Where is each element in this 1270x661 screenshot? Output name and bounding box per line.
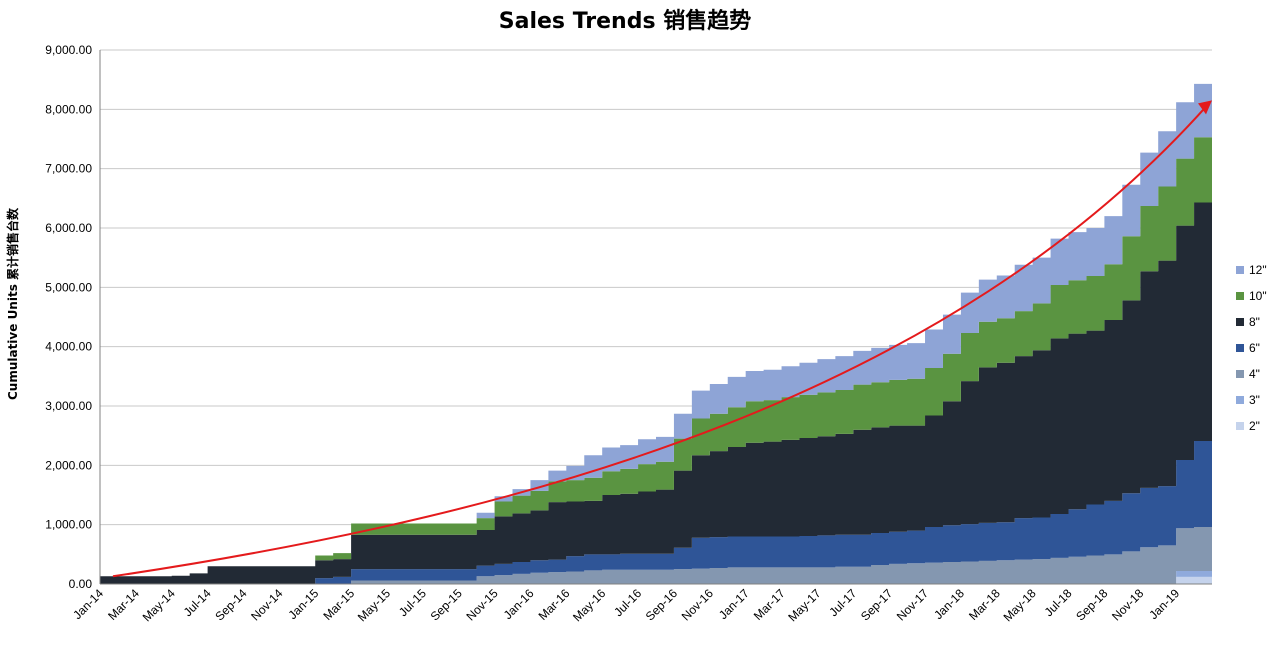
y-tick-label: 4,000.00 bbox=[45, 340, 92, 354]
legend-label: 3" bbox=[1249, 393, 1260, 407]
stacked-areas bbox=[100, 83, 1212, 585]
legend-label: 4" bbox=[1249, 367, 1260, 381]
gridlines bbox=[100, 49, 1212, 585]
legend-label: 6" bbox=[1249, 341, 1260, 355]
y-tick-label: 3,000.00 bbox=[45, 399, 92, 413]
y-tick-label: 6,000.00 bbox=[45, 221, 92, 235]
x-tick-label: Jul-18 bbox=[1042, 586, 1075, 619]
x-tick-label: May-14 bbox=[140, 586, 178, 624]
y-tick-label: 5,000.00 bbox=[45, 280, 92, 294]
trend-arrow bbox=[112, 100, 1212, 578]
series-area bbox=[100, 202, 1212, 585]
series-area bbox=[100, 441, 1212, 584]
y-tick-label: 8,000.00 bbox=[45, 102, 92, 116]
x-tick-label: Nov-15 bbox=[463, 586, 500, 623]
x-tick-label: May-18 bbox=[1001, 586, 1039, 624]
trend-arrow-head bbox=[1198, 100, 1212, 115]
x-tick-label: Jul-16 bbox=[611, 586, 644, 619]
x-tick-label: May-17 bbox=[785, 586, 823, 624]
x-tick-label: Jan-15 bbox=[285, 586, 321, 622]
series-area bbox=[100, 527, 1212, 584]
legend-label: 12" bbox=[1249, 263, 1267, 277]
x-tick-label: Sep-17 bbox=[858, 586, 895, 623]
axes bbox=[99, 50, 1212, 585]
x-tick-label: Sep-18 bbox=[1073, 586, 1110, 623]
x-tick-label: Jul-14 bbox=[181, 586, 214, 619]
legend-label: 10" bbox=[1249, 289, 1267, 303]
x-tick-label: Jan-14 bbox=[70, 586, 106, 622]
x-tick-label: Jan-18 bbox=[931, 586, 967, 622]
legend-swatch bbox=[1236, 292, 1244, 300]
y-axis-label: Cumulative Units 累计销售台数 bbox=[5, 207, 20, 400]
x-tick-label: Jan-17 bbox=[716, 586, 752, 622]
x-tick-label: Jan-19 bbox=[1146, 586, 1182, 622]
x-tick-label: Nov-14 bbox=[248, 586, 285, 623]
x-tick-label: Jul-17 bbox=[826, 586, 859, 619]
y-tick-label: 0.00 bbox=[69, 577, 93, 591]
y-tick-label: 1,000.00 bbox=[45, 518, 92, 532]
series-area bbox=[100, 137, 1212, 577]
legend: 12" 10" 8" 6" 4" 3" 2" bbox=[1236, 263, 1267, 433]
legend-swatch bbox=[1236, 344, 1244, 352]
legend-swatch bbox=[1236, 266, 1244, 274]
y-tick-labels: 0.00 1,000.00 2,000.00 3,000.00 4,000.00 5,00… bbox=[45, 43, 92, 591]
legend-swatch bbox=[1236, 318, 1244, 326]
x-tick-label: Sep-16 bbox=[643, 586, 680, 623]
x-tick-label: Nov-16 bbox=[679, 586, 716, 623]
x-tick-label: May-16 bbox=[570, 586, 608, 624]
x-tick-label: Mar-18 bbox=[966, 586, 1003, 623]
x-tick-label: Sep-14 bbox=[212, 586, 249, 623]
x-tick-label: Jul-15 bbox=[396, 586, 429, 619]
trend-arrow-line bbox=[112, 103, 1209, 578]
x-tick-label: Jan-16 bbox=[501, 586, 537, 622]
x-tick-label: Nov-17 bbox=[894, 586, 931, 623]
x-tick-label: Mar-15 bbox=[320, 586, 357, 623]
chart-title: Sales Trends 销售趋势 bbox=[499, 8, 751, 34]
x-tick-label: Mar-14 bbox=[105, 586, 142, 623]
y-tick-label: 9,000.00 bbox=[45, 43, 92, 57]
legend-swatch bbox=[1236, 422, 1244, 430]
x-tick-label: Sep-15 bbox=[428, 586, 465, 623]
y-tick-label: 7,000.00 bbox=[45, 162, 92, 176]
legend-swatch bbox=[1236, 396, 1244, 404]
x-tick-label: Mar-16 bbox=[536, 586, 573, 623]
legend-label: 8" bbox=[1249, 315, 1260, 329]
legend-label: 2" bbox=[1249, 419, 1260, 433]
y-tick-label: 2,000.00 bbox=[45, 458, 92, 472]
x-tick-label: Mar-17 bbox=[751, 586, 788, 623]
x-tick-label: Nov-18 bbox=[1109, 586, 1146, 623]
legend-swatch bbox=[1236, 370, 1244, 378]
x-tick-label: May-15 bbox=[355, 586, 393, 624]
